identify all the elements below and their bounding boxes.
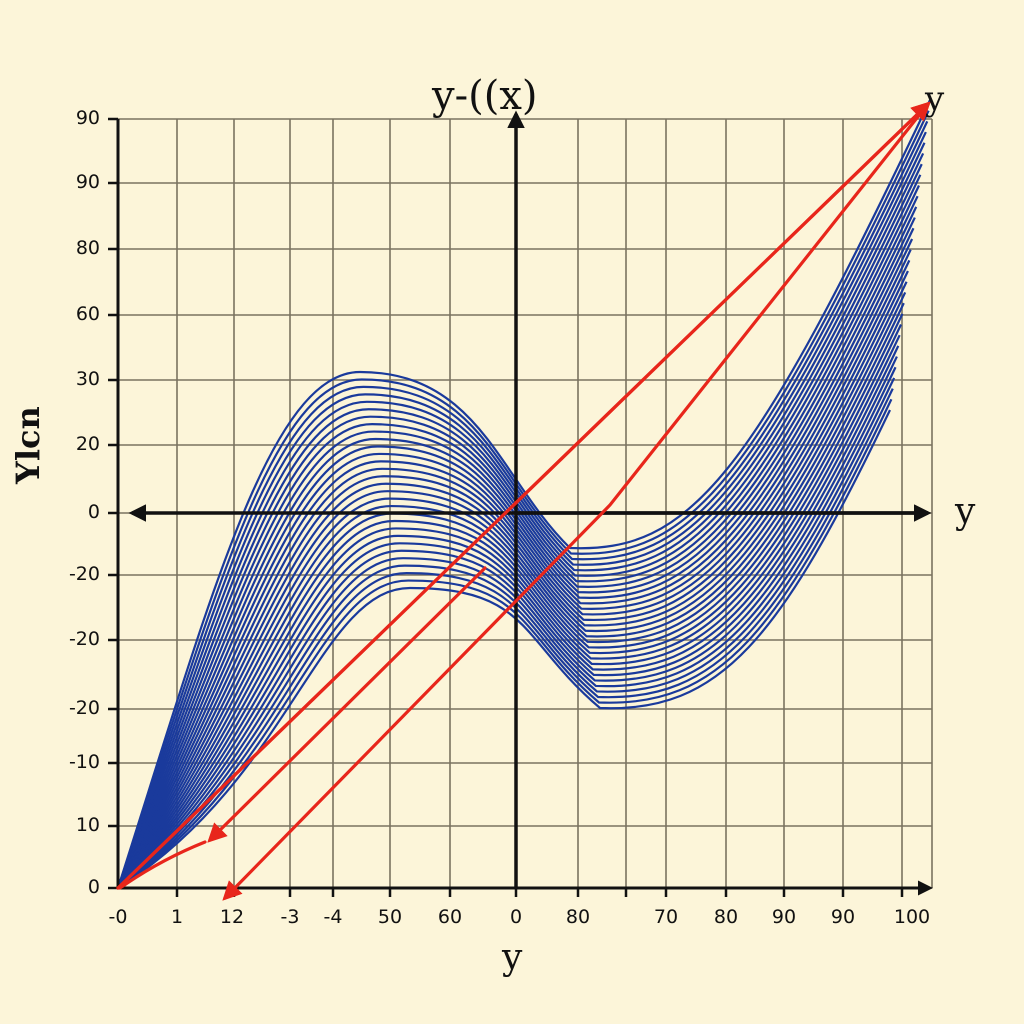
- x-tick-label: 80: [713, 906, 739, 928]
- x-tick-label: -0: [108, 906, 128, 928]
- chart-title: y-((x): [432, 73, 538, 119]
- x-tick-label: 70: [653, 906, 679, 928]
- x-tick-label: 90: [830, 906, 856, 928]
- x-tick-label: 0: [509, 906, 523, 928]
- x-tick-label: -3: [280, 906, 300, 928]
- y-tick-label: 80: [75, 237, 100, 259]
- y-tick-label: 0: [87, 501, 100, 523]
- y-tick-label: 10: [75, 814, 100, 836]
- y-tick-label: 0: [87, 876, 100, 898]
- top-right-label: y: [925, 79, 945, 119]
- y-tick-label: 30: [75, 368, 100, 390]
- x-tick-label: 90: [771, 906, 797, 928]
- y-tick-label: 90: [75, 107, 100, 129]
- x-tick-label: -4: [323, 906, 343, 928]
- y-tick-label: -20: [68, 628, 100, 650]
- y-tick-label: -20: [68, 563, 100, 585]
- y-tick-label: 60: [75, 303, 100, 325]
- blue-curve-family: [116, 99, 931, 889]
- x-axis-arrow-label: y: [955, 491, 976, 532]
- y-axis-label: Ylcn: [9, 406, 47, 484]
- y-tick-label: 90: [75, 171, 100, 193]
- x-tick-label: 60: [437, 906, 463, 928]
- y-tick-label: -10: [68, 751, 100, 773]
- y-tick-label: -20: [68, 697, 100, 719]
- axes: [108, 110, 933, 897]
- y-tick-label: 20: [75, 433, 100, 455]
- x-axis-label: y: [502, 937, 523, 978]
- x-tick-label: 100: [893, 906, 931, 928]
- red-arrows: [116, 101, 931, 901]
- x-tick-label: 50: [377, 906, 403, 928]
- x-tick-label: 1: [170, 906, 184, 928]
- x-tick-label: 80: [565, 906, 591, 928]
- x-tick-label: 12: [219, 906, 245, 928]
